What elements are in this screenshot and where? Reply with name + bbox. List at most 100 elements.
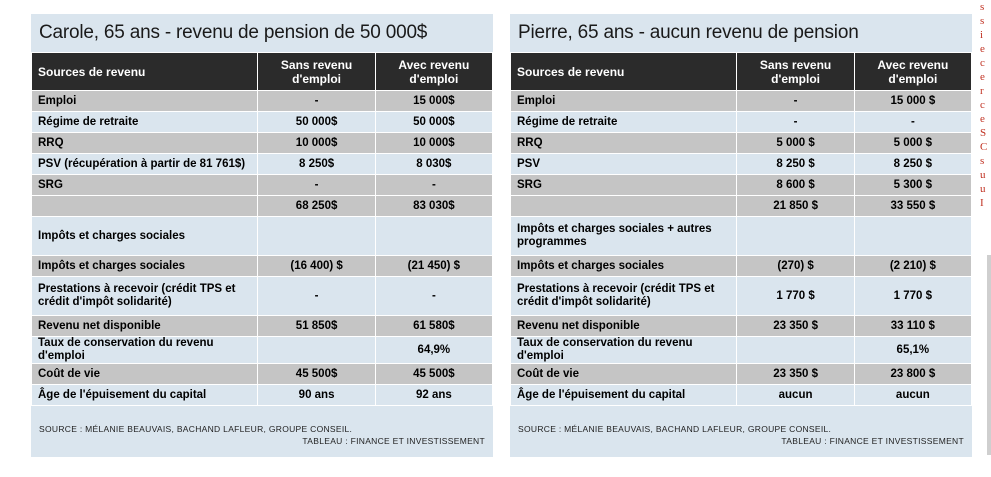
value-avec-revenu: 15 000$	[374, 90, 494, 112]
row-label: Âge de l'épuisement du capital	[30, 384, 259, 406]
table-row: 21 850 $33 550 $	[509, 195, 973, 217]
value-avec-revenu: 23 800 $	[853, 363, 973, 385]
value-avec-revenu: 64,9%	[374, 336, 494, 364]
table-row: Revenu net disponible 23 350 $33 110 $	[509, 315, 973, 337]
value-avec-revenu: 92 ans	[374, 384, 494, 406]
table-row: Impôts et charges sociales (16 400) $ (21 …	[30, 255, 494, 277]
edge-char: i	[980, 29, 984, 41]
row-label: Taux de conservation du revenu d'emploi	[30, 336, 259, 364]
value-avec-revenu: 45 500$	[374, 363, 494, 385]
edge-char: c	[980, 57, 985, 69]
row-label: Taux de conservation du revenu d'emploi	[509, 336, 738, 364]
row-label: RRQ	[509, 132, 738, 154]
edge-char: S	[980, 127, 987, 139]
value-sans-revenu	[257, 336, 376, 364]
table-row: Emploi -15 000 $	[509, 90, 973, 112]
value-sans-revenu: 8 250$	[257, 153, 376, 175]
table-row: Emploi -15 000$	[30, 90, 494, 112]
value-avec-revenu: 33 550 $	[853, 195, 973, 217]
table-row: RRQ 5 000 $5 000 $	[509, 132, 973, 154]
source-line: SOURCE : MÉLANIE BEAUVAIS, BACHAND LAFLE…	[518, 424, 832, 434]
table-row: SRG - -	[30, 174, 494, 196]
edge-char: I	[980, 197, 984, 209]
source-line: SOURCE : MÉLANIE BEAUVAIS, BACHAND LAFLE…	[39, 424, 353, 434]
row-label: Emploi	[30, 90, 259, 112]
value-avec-revenu: 50 000$	[374, 111, 494, 133]
value-avec-revenu: 5 000 $	[853, 132, 973, 154]
edge-char: u	[980, 169, 986, 181]
value-avec-revenu: 5 300 $	[853, 174, 973, 196]
table-row: RRQ 10 000$ 10 000$	[30, 132, 494, 154]
table-row: Régime de retraite 50 000$ 50 000$	[30, 111, 494, 133]
header-avec-revenu: Avec revenu d'emploi	[374, 52, 494, 91]
row-label: SRG	[509, 174, 738, 196]
row-label	[509, 195, 738, 217]
value-avec-revenu: 8 030$	[374, 153, 494, 175]
row-label: PSV	[509, 153, 738, 175]
table-body: Emploi -15 000$ Régime de retraite 50 000$ 5…	[30, 90, 494, 406]
row-label: Impôts et charges sociales	[30, 255, 259, 277]
table-header-row: Sources de revenu Sans revenu d'emploi A…	[30, 52, 494, 91]
value-sans-revenu: 51 850$	[257, 315, 376, 337]
value-sans-revenu: 21 850 $	[736, 195, 855, 217]
table-row: Âge de l'épuisement du capital aucun aucun	[509, 384, 973, 406]
header-sources: Sources de revenu	[509, 52, 738, 91]
income-table: Sources de revenu Sans revenu d'emploi A…	[509, 52, 973, 406]
value-sans-revenu: 50 000$	[257, 111, 376, 133]
source-note: SOURCE : MÉLANIE BEAUVAIS, BACHAND LAFLE…	[39, 423, 485, 447]
table-row: Coût de vie 23 350 $23 800 $	[509, 363, 973, 385]
value-avec-revenu: 8 250 $	[853, 153, 973, 175]
table-credit: TABLEAU : FINANCE ET INVESTISSEMENT	[781, 436, 964, 446]
edge-char: e	[980, 113, 985, 125]
row-label: Âge de l'épuisement du capital	[509, 384, 738, 406]
table-row: Impôts et charges sociales	[30, 216, 494, 256]
carole-panel: Carole, 65 ans - revenu de pension de 50…	[30, 14, 494, 457]
header-sans-revenu: Sans revenu d'emploi	[736, 52, 855, 91]
row-label: Coût de vie	[509, 363, 738, 385]
table-header-row: Sources de revenu Sans revenu d'emploi A…	[509, 52, 973, 91]
table-row: Impôts et charges sociales + autres prog…	[509, 216, 973, 256]
pierre-panel: Pierre, 65 ans - aucun revenu de pension…	[509, 14, 973, 457]
table-row: Impôts et charges sociales (270) $ (2 210)…	[509, 255, 973, 277]
value-sans-revenu: 10 000$	[257, 132, 376, 154]
table-row: Taux de conservation du revenu d'emploi 6…	[509, 336, 973, 364]
row-label: PSV (récupération à partir de 81 761$)	[30, 153, 259, 175]
value-sans-revenu: 8 250 $	[736, 153, 855, 175]
value-avec-revenu: -	[853, 111, 973, 133]
adjacent-column-bar	[987, 255, 991, 455]
row-label: Impôts et charges sociales	[30, 216, 259, 256]
value-avec-revenu: 15 000 $	[853, 90, 973, 112]
row-label: Prestations à recevoir (crédit TPS et cr…	[30, 276, 259, 316]
value-sans-revenu: 5 000 $	[736, 132, 855, 154]
edge-char: s	[980, 15, 985, 27]
value-sans-revenu: 90 ans	[257, 384, 376, 406]
value-avec-revenu: -	[374, 174, 494, 196]
value-sans-revenu	[257, 216, 376, 256]
table-row: Prestations à recevoir (crédit TPS et cr…	[509, 276, 973, 316]
edge-char: e	[980, 43, 985, 55]
row-label: RRQ	[30, 132, 259, 154]
value-avec-revenu: 33 110 $	[853, 315, 973, 337]
edge-char: s	[980, 1, 985, 13]
row-label: Revenu net disponible	[30, 315, 259, 337]
value-sans-revenu: -	[257, 90, 376, 112]
value-sans-revenu: aucun	[736, 384, 855, 406]
value-sans-revenu: 8 600 $	[736, 174, 855, 196]
value-sans-revenu: 23 350 $	[736, 363, 855, 385]
header-sans-revenu: Sans revenu d'emploi	[257, 52, 376, 91]
header-avec-revenu: Avec revenu d'emploi	[853, 52, 973, 91]
table-credit: TABLEAU : FINANCE ET INVESTISSEMENT	[302, 436, 485, 446]
table-row: Coût de vie 45 500$ 45 500$	[30, 363, 494, 385]
value-avec-revenu: 10 000$	[374, 132, 494, 154]
table-row: SRG 8 600 $5 300 $	[509, 174, 973, 196]
value-sans-revenu: (16 400) $	[257, 255, 376, 277]
value-avec-revenu	[374, 216, 494, 256]
value-avec-revenu: 83 030$	[374, 195, 494, 217]
edge-char: s	[980, 155, 985, 167]
row-label: Impôts et charges sociales + autres prog…	[509, 216, 738, 256]
value-avec-revenu: (2 210) $	[853, 255, 973, 277]
row-label: Impôts et charges sociales	[509, 255, 738, 277]
table-row: PSV 8 250 $8 250 $	[509, 153, 973, 175]
value-avec-revenu	[853, 216, 973, 256]
